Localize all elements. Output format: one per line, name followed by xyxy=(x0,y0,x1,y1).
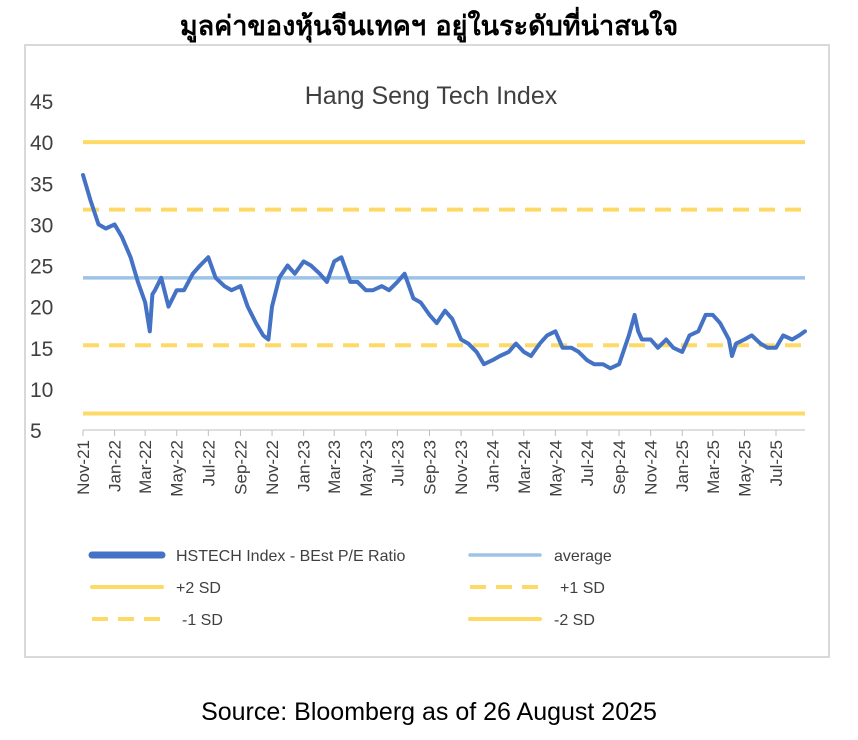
legend-label-minus-1-sd: -1 SD xyxy=(182,612,223,629)
y-tick-label: 25 xyxy=(30,256,53,279)
x-tick-label: Mar-23 xyxy=(325,440,344,494)
y-tick-label: 40 xyxy=(30,132,53,155)
pe-ratio-series-line xyxy=(81,173,807,371)
x-tick-label: Jul-22 xyxy=(199,440,218,486)
y-tick-label: 15 xyxy=(30,338,53,361)
x-tick-label: Jan-23 xyxy=(295,440,314,492)
chart-svg: Hang Seng Tech Index 45 40 35 30 25 20 15 10 5 N… xyxy=(30,82,807,629)
page-heading: มูลค่าของหุ้นจีนเทคฯ อยู่ในระดับที่น่าสน… xyxy=(179,11,679,42)
legend-label-average: average xyxy=(554,548,612,565)
x-tick-label: Jul-24 xyxy=(578,440,597,486)
x-tick-label: Mar-25 xyxy=(704,440,723,494)
x-tick-label: Mar-22 xyxy=(136,440,155,494)
x-axis-ticks: Nov-21 Jan-22 Mar-22 May-22 Jul-22 Sep-22 Nov-… xyxy=(74,430,786,497)
y-tick-label: 5 xyxy=(30,420,42,443)
legend-label-plusminus-1-sd: +1 SD xyxy=(560,580,605,597)
y-tick-label: 45 xyxy=(30,91,53,114)
x-tick-label: Nov-21 xyxy=(74,440,93,495)
x-tick-label: Nov-23 xyxy=(452,440,471,495)
source-note: Source: Bloomberg as of 26 August 2025 xyxy=(201,698,657,726)
legend: HSTECH Index - BEst P/E Ratio average +2 S… xyxy=(88,548,612,629)
y-tick-label: 35 xyxy=(30,173,53,196)
x-tick-label: Nov-24 xyxy=(642,440,661,495)
x-tick-label: Jan-24 xyxy=(484,440,503,492)
x-tick-label: Sep-22 xyxy=(231,440,250,495)
x-tick-label: Jan-25 xyxy=(673,440,692,492)
x-tick-label: May-25 xyxy=(735,440,754,497)
legend-label-plusminus-2-sd: +2 SD xyxy=(176,580,221,597)
legend-label-minus-2-sd: -2 SD xyxy=(554,612,595,629)
y-tick-label: 10 xyxy=(30,379,53,402)
x-tick-label: May-24 xyxy=(546,440,565,497)
y-tick-label: 20 xyxy=(30,297,53,320)
x-tick-label: Nov-22 xyxy=(263,440,282,495)
chart-frame: Hang Seng Tech Index 45 40 35 30 25 20 15 10 5 N… xyxy=(24,44,830,658)
x-tick-label: Jan-22 xyxy=(106,440,125,492)
chart-title: Hang Seng Tech Index xyxy=(305,82,558,110)
x-tick-label: Mar-24 xyxy=(515,440,534,494)
x-tick-label: Sep-24 xyxy=(610,440,629,495)
x-tick-label: Jul-25 xyxy=(767,440,786,486)
y-tick-label: 30 xyxy=(30,214,53,237)
x-tick-label: May-22 xyxy=(168,440,187,497)
legend-label-hstech-index-best-p-e-ratio: HSTECH Index - BEst P/E Ratio xyxy=(176,548,406,565)
x-tick-label: May-23 xyxy=(357,440,376,497)
x-tick-label: Sep-23 xyxy=(420,440,439,495)
y-axis-ticks: 45 40 35 30 25 20 15 10 5 xyxy=(30,91,53,443)
x-tick-label: Jul-23 xyxy=(388,440,407,486)
